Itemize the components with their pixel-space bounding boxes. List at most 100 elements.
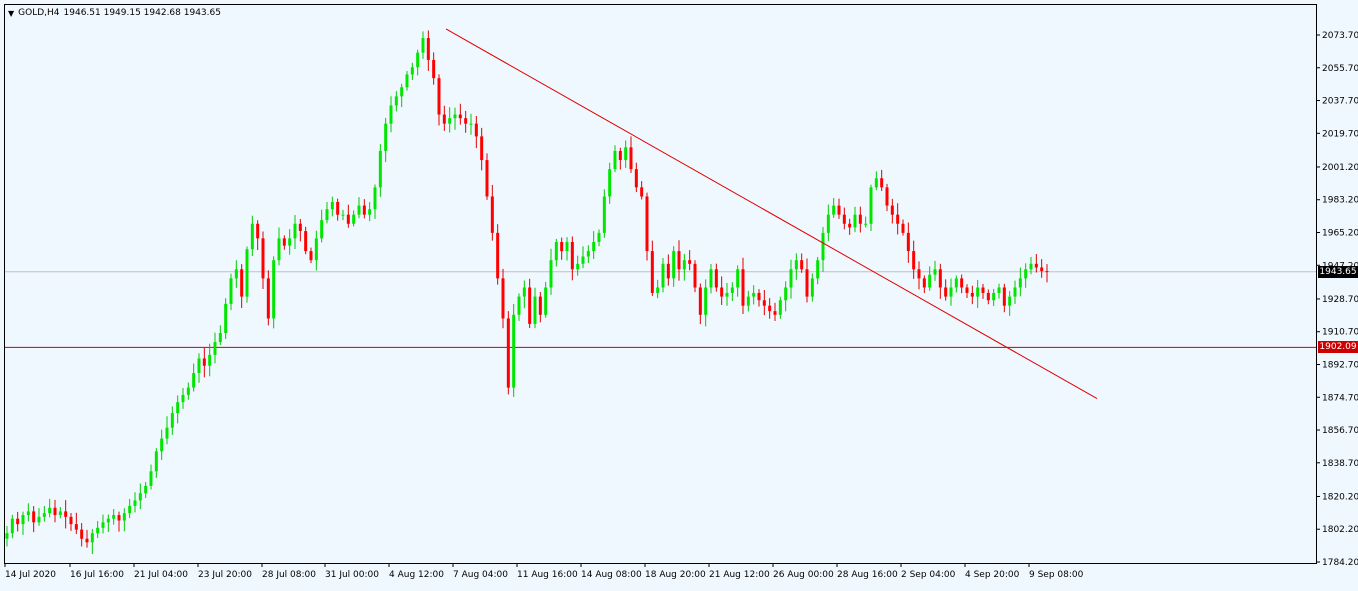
candle-body [565, 241, 569, 252]
candle-body [960, 278, 964, 288]
candle-body [149, 471, 153, 486]
candle-body [448, 118, 452, 124]
candle-body [186, 387, 190, 395]
candle-body [1024, 269, 1028, 279]
candle-body [181, 394, 185, 403]
candle-body [250, 223, 254, 250]
candle-body [1002, 287, 1006, 306]
candle-body [154, 451, 158, 472]
candle-body [1018, 278, 1022, 288]
candle-body [640, 187, 644, 197]
candle-body [416, 52, 420, 68]
y-tick-label: 1874.70 [1322, 393, 1358, 403]
candle-body [634, 169, 638, 188]
candle-body [368, 209, 372, 215]
candle-body [842, 214, 846, 224]
candle-body [224, 303, 228, 333]
candle-body [197, 358, 201, 374]
candle-body [597, 232, 601, 242]
candle-body [304, 231, 308, 252]
y-tick-label: 1892.70 [1322, 360, 1358, 370]
y-tick-label: 1784.20 [1322, 558, 1358, 568]
candle-body [293, 223, 297, 239]
candle-body [949, 287, 953, 297]
candle-body [133, 500, 137, 506]
candle-body [37, 516, 41, 523]
candle-body [512, 314, 516, 388]
candle-body [762, 300, 766, 306]
symbol-dropdown-icon[interactable]: ▼ [8, 8, 15, 18]
candle-body [602, 196, 606, 233]
candle-body [805, 269, 809, 297]
candle-body [336, 201, 340, 215]
y-tick-label: 2037.70 [1322, 97, 1358, 107]
candle-body [672, 251, 676, 279]
candle-body [42, 513, 46, 517]
candle-body [890, 205, 894, 215]
x-tick-label: 2 Sep 04:00 [901, 570, 956, 580]
candle-body [261, 238, 265, 279]
x-tick-label: 28 Jul 08:00 [262, 570, 316, 580]
candle-body [976, 287, 980, 297]
candle-body [138, 493, 142, 501]
y-tick-label: 2055.70 [1322, 64, 1358, 74]
candle-body [16, 518, 20, 525]
candle-body [778, 300, 782, 315]
candle-body [69, 516, 73, 525]
candle-body [970, 292, 974, 297]
candle-body [725, 292, 729, 297]
x-tick-label: 16 Jul 16:00 [70, 570, 124, 580]
candle-body [992, 292, 996, 301]
candle-body [981, 287, 985, 293]
candle-body [549, 260, 553, 288]
x-tick-label: 9 Sep 08:00 [1029, 570, 1084, 580]
candle-body [490, 196, 494, 233]
candle-body [629, 147, 633, 170]
candle-body [96, 527, 100, 534]
candle-body [832, 205, 836, 215]
candle-body [570, 241, 574, 270]
candle-body [720, 287, 724, 297]
candle-body [677, 251, 681, 270]
y-tick-label: 1820.20 [1322, 492, 1358, 502]
candle-body [522, 287, 526, 297]
candle-body [320, 220, 324, 239]
candle-body [496, 232, 500, 279]
candle-body [378, 150, 382, 188]
candle-body [864, 223, 868, 225]
candle-body [170, 413, 174, 428]
y-tick-label: 1856.70 [1322, 426, 1358, 436]
candle-body [944, 287, 948, 297]
candle-body [208, 354, 212, 366]
candle-body [816, 260, 820, 279]
candle-body [938, 269, 942, 288]
candle-body [325, 209, 329, 221]
candle-body [965, 287, 969, 293]
x-tick-label: 26 Aug 00:00 [773, 570, 834, 580]
candle-body [554, 241, 558, 261]
candle-body [704, 287, 708, 315]
candle-body [826, 214, 830, 233]
candle-body [85, 538, 89, 543]
candle-body [794, 260, 798, 270]
candle-body [485, 160, 489, 197]
candle-body [858, 214, 862, 224]
candle-body [101, 522, 105, 528]
y-tick-label: 2019.70 [1322, 129, 1358, 139]
candle-body [544, 287, 548, 315]
candle-body [800, 260, 804, 270]
candle-body [144, 485, 148, 494]
candle-body [869, 187, 873, 224]
candle-body [330, 201, 334, 210]
candle-body [917, 269, 921, 279]
candle-body [48, 507, 52, 514]
candle-body [389, 105, 393, 124]
candle-body [528, 287, 532, 324]
candle-body [880, 178, 884, 188]
candle-body [746, 296, 750, 306]
candle-body [266, 278, 270, 319]
x-tick-label: 23 Jul 20:00 [198, 570, 252, 580]
candle-body [176, 402, 180, 414]
x-tick-label: 14 Jul 2020 [5, 570, 56, 580]
